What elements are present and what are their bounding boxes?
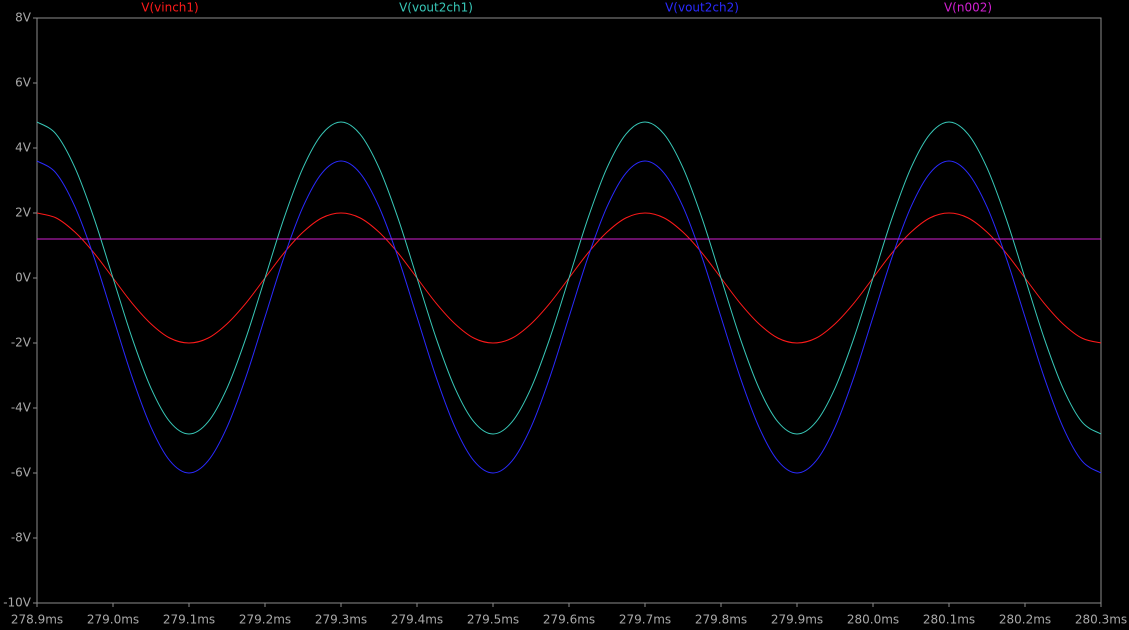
y-tick-label: 4V bbox=[15, 141, 32, 155]
x-tick-label: 280.3ms bbox=[1075, 613, 1127, 627]
y-tick-label: 8V bbox=[15, 11, 32, 25]
x-tick-label: 280.1ms bbox=[923, 613, 975, 627]
y-tick-label: -4V bbox=[11, 401, 32, 415]
x-tick-label: 280.0ms bbox=[847, 613, 899, 627]
x-tick-label: 280.2ms bbox=[999, 613, 1051, 627]
trace bbox=[36, 160, 1102, 474]
legend-entry: V(vout2ch2) bbox=[665, 1, 739, 15]
y-tick-label: -8V bbox=[11, 531, 32, 545]
x-tick-label: 279.8ms bbox=[695, 613, 747, 627]
y-tick-label: -10V bbox=[3, 596, 32, 610]
legend-entry: V(n002) bbox=[944, 1, 992, 15]
y-tick-label: 2V bbox=[15, 206, 32, 220]
x-tick-label: 279.5ms bbox=[467, 613, 519, 627]
y-tick-label: 0V bbox=[15, 271, 32, 285]
legend-entry: V(vinch1) bbox=[141, 1, 198, 15]
x-tick-label: 279.3ms bbox=[315, 613, 367, 627]
x-tick-label: 279.4ms bbox=[391, 613, 443, 627]
y-tick-label: 6V bbox=[15, 76, 32, 90]
legend-entry: V(vout2ch1) bbox=[399, 1, 473, 15]
plot-frame bbox=[36, 17, 1102, 604]
x-tick-label: 278.9ms bbox=[11, 613, 63, 627]
x-tick-label: 279.6ms bbox=[543, 613, 595, 627]
x-tick-label: 279.0ms bbox=[87, 613, 139, 627]
x-tick-label: 279.9ms bbox=[771, 613, 823, 627]
x-tick-label: 279.2ms bbox=[239, 613, 291, 627]
trace bbox=[36, 121, 1102, 435]
y-tick-label: -2V bbox=[11, 336, 32, 350]
x-tick-label: 279.7ms bbox=[619, 613, 671, 627]
y-tick-label: -6V bbox=[11, 466, 32, 480]
x-tick-label: 279.1ms bbox=[163, 613, 215, 627]
